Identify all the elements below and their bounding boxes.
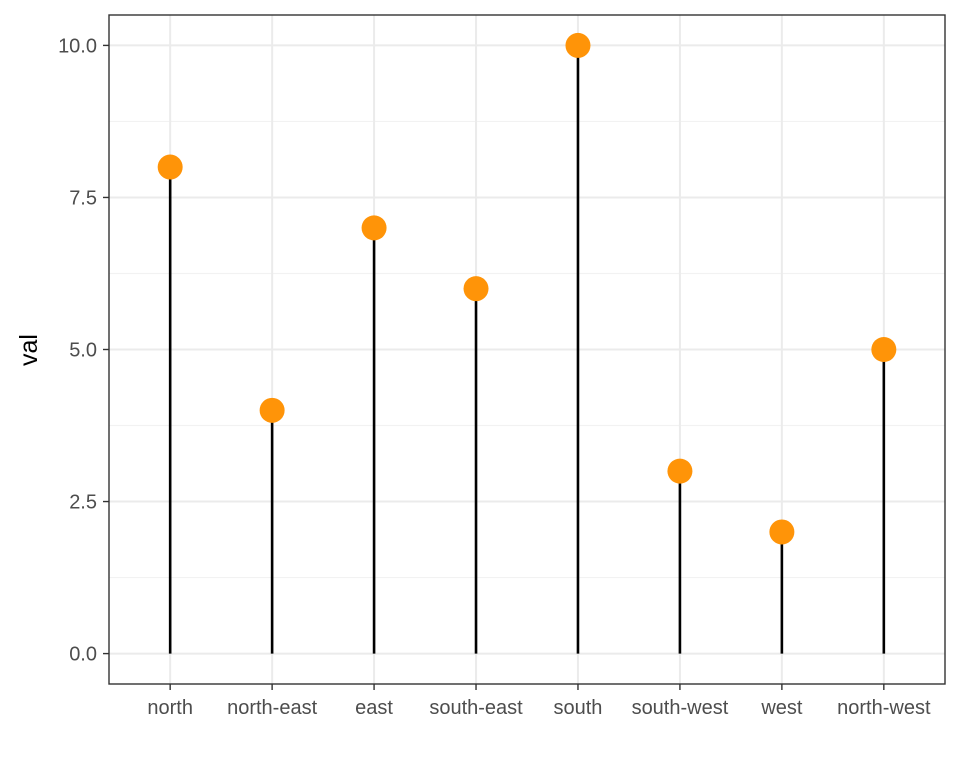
y-tick-label: 0.0 <box>69 644 97 666</box>
y-axis-title: val <box>15 334 43 366</box>
data-point <box>157 154 183 180</box>
x-axis-ticks: north north-east east south-east south south-… <box>147 684 931 719</box>
data-point <box>871 337 897 362</box>
data-point <box>565 32 591 58</box>
data-point <box>259 397 285 423</box>
data-point <box>667 458 693 484</box>
data-point <box>361 215 387 241</box>
data-point <box>769 519 795 545</box>
x-tick-label: south-west <box>632 697 729 719</box>
stems <box>168 45 886 654</box>
y-tick-label: 2.5 <box>69 492 97 514</box>
y-tick-label: 7.5 <box>69 187 97 209</box>
y-axis-ticks: 0.0 2.5 5.0 7.5 10.0 <box>58 35 109 666</box>
minor-gridlines <box>109 120 945 579</box>
x-tick-label: east <box>355 697 393 719</box>
y-tick-label: 5.0 <box>69 340 97 362</box>
x-tick-label: south-east <box>429 697 523 719</box>
x-tick-label: west <box>760 697 803 719</box>
data-point <box>463 276 489 302</box>
x-tick-label: north-east <box>227 697 317 719</box>
x-tick-label: north-west <box>837 697 931 719</box>
x-tick-label: north <box>147 697 193 719</box>
points <box>157 32 897 545</box>
x-tick-label: south <box>554 697 603 719</box>
y-tick-label: 10.0 <box>58 35 97 57</box>
